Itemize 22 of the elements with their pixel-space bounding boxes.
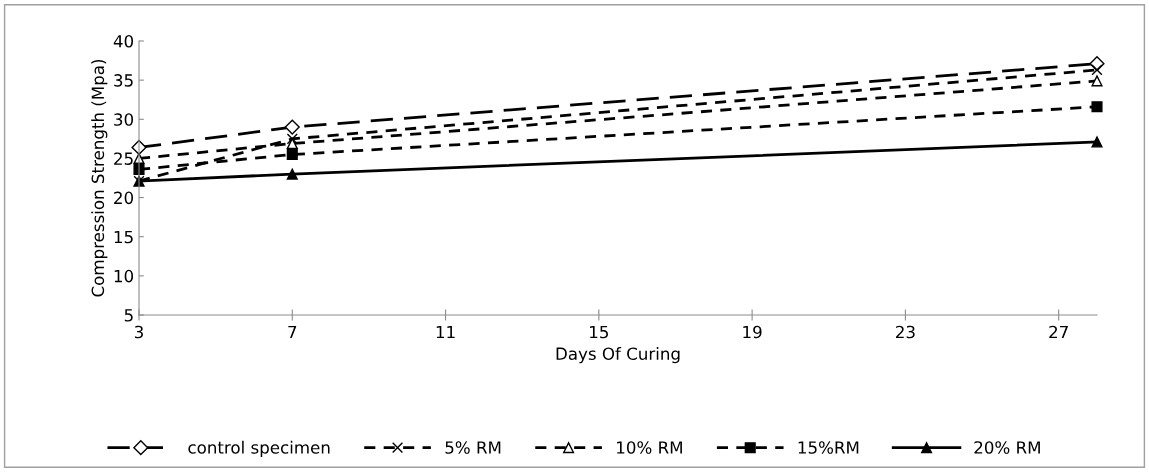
x-tick-label: 3 [134,325,143,339]
x-tick-label: 27 [1049,325,1068,339]
x-tick-label: 7 [288,325,297,339]
legend-label: 20% RM [974,441,1040,454]
legend-label: 10% RM [617,441,682,454]
y-tick-label: 15 [114,230,133,244]
y-tick-label: 30 [114,113,134,126]
x-tick-label: 19 [743,325,762,339]
x-tick-label: 15 [590,325,608,339]
y-tick-label: 20 [114,191,134,205]
x-tick-label: 11 [436,325,455,339]
y-axis-title: Compression Strength (Mpa) [91,59,108,297]
y-tick-label: 35 [114,74,133,87]
x-tick-label: 23 [896,325,915,339]
y-tick-label: 40 [113,34,134,48]
x-axis-title: Days Of Curing [556,347,680,364]
y-tick-label: 10 [114,269,134,283]
legend-label: control specimen [188,440,330,457]
y-tick-label: 25 [114,152,133,165]
y-tick-label: 5 [124,309,133,322]
legend-label: 15%RM [798,441,859,454]
legend-label: 5% RM [445,441,501,454]
